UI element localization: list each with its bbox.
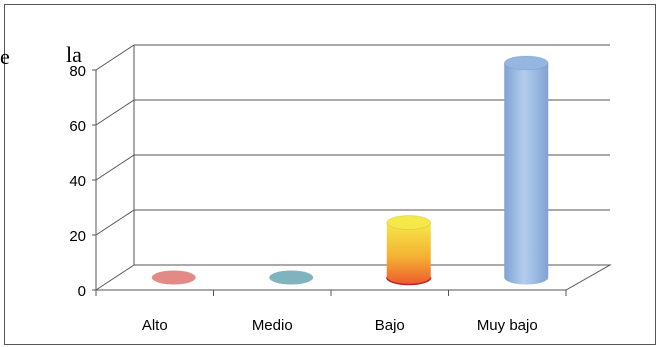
bar-top xyxy=(151,270,196,285)
chart-area: 0 20 40 60 80 Alto Medio Bajo Muy bajo xyxy=(4,4,656,345)
bar-body xyxy=(504,63,549,285)
stray-text-left: e xyxy=(0,44,10,69)
bar-medio xyxy=(269,270,314,285)
chart-border xyxy=(4,4,656,345)
bar-bajo xyxy=(386,215,432,286)
x-category-label: Muy bajo xyxy=(477,317,538,334)
gridlines xyxy=(95,44,610,291)
gridline-diag-20 xyxy=(95,209,135,236)
y-tick-label: 40 xyxy=(69,173,86,190)
bar-top xyxy=(386,215,432,230)
bar-chart: 0 20 40 60 80 Alto Medio Bajo Muy bajo xyxy=(4,4,656,345)
bar-body xyxy=(386,222,431,285)
axes xyxy=(92,45,612,296)
gridline-diag-80 xyxy=(95,44,135,71)
bars xyxy=(151,55,549,286)
y-tick-label: 60 xyxy=(69,118,86,135)
bar-base-edge xyxy=(386,277,432,286)
bar-muy-bajo xyxy=(503,55,549,285)
stray-text-right: la xyxy=(66,42,82,67)
x-category-label: Bajo xyxy=(375,317,405,334)
labels: 0 20 40 60 80 Alto Medio Bajo Muy bajo xyxy=(69,63,537,334)
bar-alto xyxy=(151,270,196,285)
y-tick-label: 80 xyxy=(69,63,86,80)
y-tick-label: 20 xyxy=(69,228,86,245)
gridline-diag-40 xyxy=(95,154,135,181)
bar-top xyxy=(269,270,314,285)
bar-top xyxy=(503,55,549,71)
x-category-label: Alto xyxy=(142,317,168,334)
x-category-label: Medio xyxy=(252,317,293,334)
gridline-diag-60 xyxy=(95,99,135,126)
y-tick-label: 0 xyxy=(78,283,86,300)
gridline-diag-0 xyxy=(95,264,135,291)
